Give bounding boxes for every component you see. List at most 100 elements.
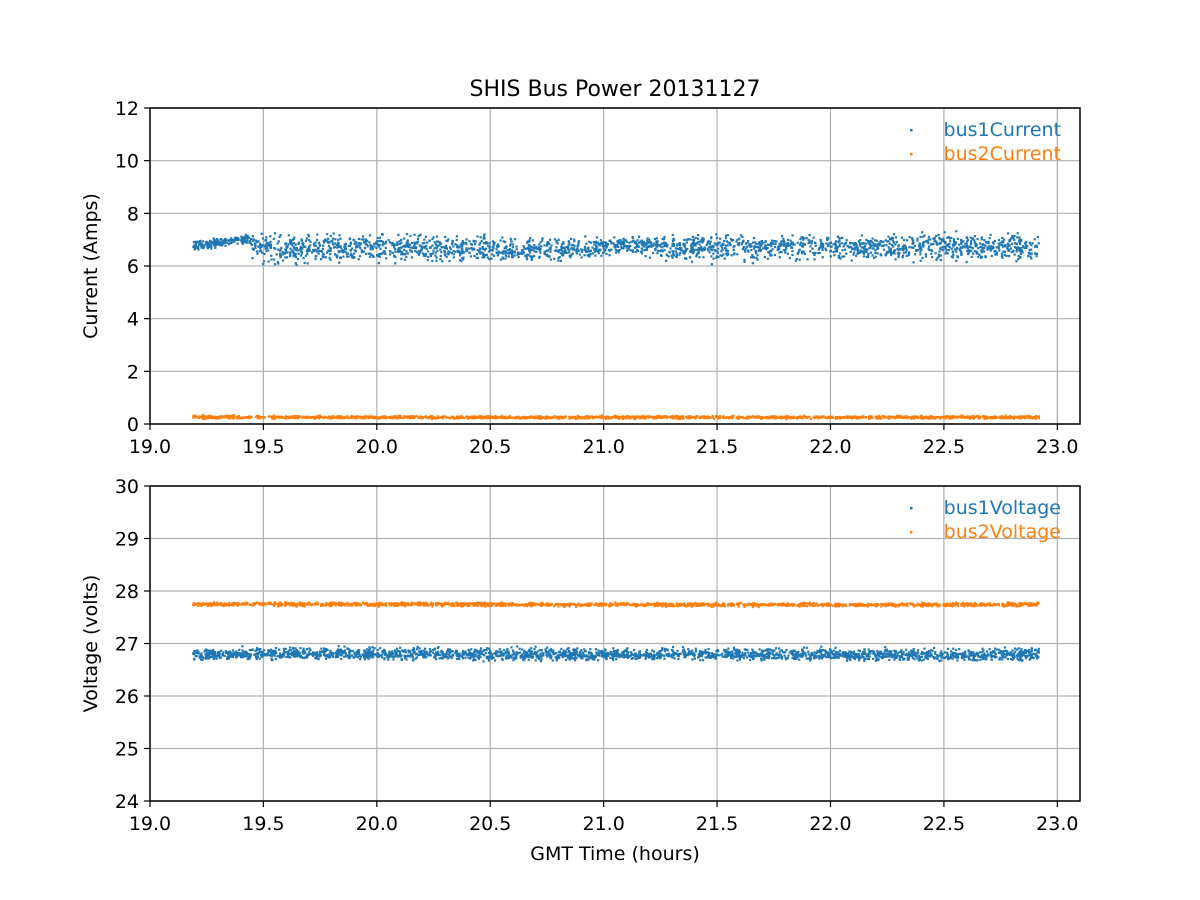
current-data-point [857, 240, 860, 243]
current-data-point [908, 251, 911, 254]
current-data-point [862, 250, 865, 253]
current-data-point [311, 251, 314, 254]
current-data-point [535, 250, 538, 253]
current-data-point [381, 252, 384, 255]
current-data-point [887, 415, 891, 418]
current-data-point [262, 263, 265, 266]
current-data-point [529, 415, 532, 418]
current-data-point [898, 247, 902, 251]
voltage-data-point [658, 657, 661, 660]
voltage-data-point [1001, 656, 1004, 659]
current-data-point [568, 249, 571, 252]
current-data-point [643, 249, 646, 252]
current-data-point [391, 251, 394, 255]
current-data-point [776, 416, 780, 419]
current-data-point [570, 244, 573, 247]
current-data-point [572, 243, 575, 246]
voltage-data-point [801, 648, 804, 651]
current-data-points [192, 230, 1041, 421]
current-data-point [816, 417, 819, 420]
current-data-point [527, 240, 531, 243]
current-data-point [511, 243, 514, 246]
current-data-point [507, 255, 510, 258]
current-data-point [724, 237, 728, 240]
current-data-point [870, 416, 873, 420]
current-data-point [998, 244, 1001, 247]
current-data-point [981, 248, 984, 251]
current-data-point [791, 241, 794, 244]
current-data-point [315, 238, 319, 242]
current-data-point [809, 245, 812, 248]
current-data-point [594, 240, 597, 243]
current-data-point [266, 244, 269, 247]
voltage-data-point [864, 652, 867, 655]
voltage-data-point [983, 654, 986, 657]
current-data-point [826, 238, 829, 241]
current-data-point [332, 232, 335, 235]
current-data-point [410, 415, 413, 418]
current-data-point [605, 245, 608, 248]
current-data-point [755, 242, 758, 245]
current-data-point [612, 415, 615, 418]
voltage-data-point [529, 654, 532, 657]
voltage-data-point [288, 649, 291, 652]
current-data-point [460, 242, 464, 245]
current-data-point [544, 417, 547, 420]
current-data-point [221, 244, 224, 247]
current-data-point [396, 249, 399, 252]
current-data-point [221, 241, 224, 244]
current-data-point [317, 417, 321, 420]
current-data-point [766, 257, 769, 260]
current-data-point [670, 254, 673, 257]
current-data-point [322, 239, 325, 242]
current-data-point [876, 245, 879, 248]
current-data-point [860, 234, 864, 237]
current-data-point [838, 245, 841, 248]
current-data-point [958, 243, 961, 246]
voltage-data-point [590, 651, 593, 654]
current-data-point [205, 416, 208, 419]
voltage-data-point [256, 648, 259, 651]
current-data-point [571, 252, 574, 255]
current-data-point [476, 256, 479, 260]
current-data-point [259, 249, 262, 252]
voltage-data-point [795, 657, 798, 660]
current-data-point [888, 238, 892, 241]
current-data-point [463, 251, 466, 254]
current-data-point [732, 246, 735, 249]
current-data-point [871, 237, 874, 240]
current-data-point [938, 250, 941, 253]
current-data-point [432, 249, 435, 252]
current-data-point [731, 238, 735, 242]
current-data-point [676, 244, 679, 247]
current-data-point [419, 251, 422, 254]
current-data-point [807, 238, 810, 241]
current-data-point [824, 247, 827, 250]
voltage-data-point [244, 652, 247, 655]
current-data-point [360, 416, 363, 419]
current-data-point [1015, 246, 1018, 249]
current-data-point [493, 415, 496, 418]
current-data-point [782, 244, 785, 247]
current-data-point [709, 416, 712, 419]
current-data-point [538, 255, 541, 258]
current-data-point [906, 416, 910, 419]
current-data-point [1037, 416, 1040, 420]
current-data-point [961, 246, 964, 249]
current-data-point [642, 416, 645, 419]
current-data-point [570, 416, 573, 420]
current-data-point [916, 239, 919, 242]
current-data-point [381, 244, 384, 247]
current-data-point [699, 415, 702, 418]
current-data-point [272, 237, 275, 240]
current-data-point [404, 245, 407, 248]
current-data-point [314, 257, 317, 261]
current-data-point [946, 236, 949, 239]
current-data-point [853, 251, 856, 254]
current-data-point [315, 255, 318, 258]
current-data-point [894, 258, 897, 261]
current-data-point [863, 255, 866, 258]
current-data-point [297, 242, 300, 245]
current-data-point [415, 246, 418, 249]
current-data-point [509, 244, 512, 247]
